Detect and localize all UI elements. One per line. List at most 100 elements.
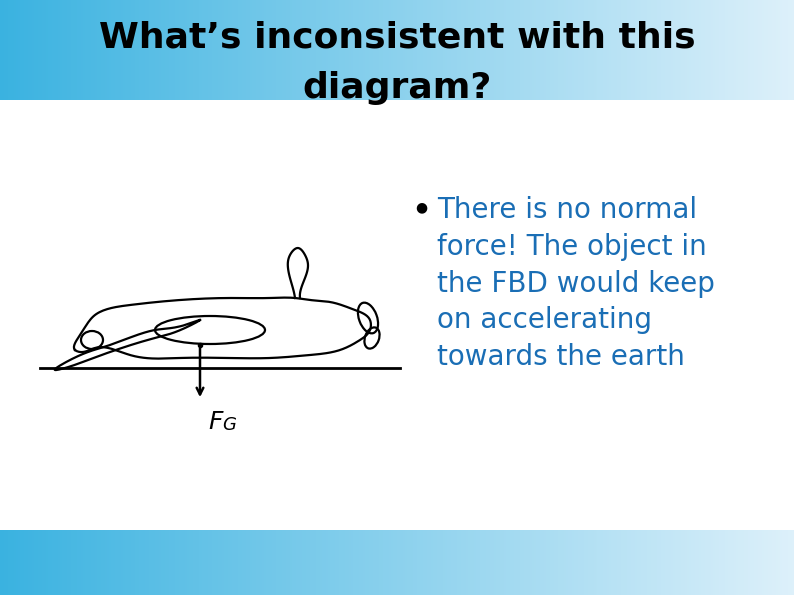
Bar	[115, 0, 118, 100]
Bar	[618, 530, 619, 595]
Bar	[326, 0, 327, 100]
Bar	[333, 0, 335, 100]
Bar	[588, 530, 589, 595]
Bar	[491, 530, 492, 595]
Bar	[252, 530, 254, 595]
Bar	[472, 0, 475, 100]
Bar	[330, 0, 332, 100]
Bar	[534, 0, 536, 100]
Bar	[322, 530, 324, 595]
Bar	[613, 0, 615, 100]
Bar	[83, 0, 86, 100]
Bar	[435, 530, 437, 595]
Bar	[175, 0, 176, 100]
Bar	[707, 530, 708, 595]
Bar	[605, 530, 607, 595]
Bar	[176, 0, 179, 100]
Bar	[278, 0, 279, 100]
Bar	[576, 0, 577, 100]
Bar	[245, 0, 246, 100]
Bar	[195, 530, 196, 595]
Bar	[337, 0, 340, 100]
Bar	[483, 530, 484, 595]
Bar	[727, 530, 729, 595]
Bar	[192, 530, 195, 595]
Bar	[41, 530, 44, 595]
Bar	[279, 0, 282, 100]
Bar	[322, 0, 324, 100]
Bar	[421, 0, 422, 100]
Bar	[310, 530, 311, 595]
Bar	[782, 0, 784, 100]
Bar	[756, 0, 758, 100]
Bar	[621, 530, 623, 595]
Bar	[581, 530, 584, 595]
Bar	[121, 0, 123, 100]
Bar	[570, 530, 572, 595]
Bar	[332, 530, 333, 595]
Bar	[401, 530, 403, 595]
Bar	[139, 530, 141, 595]
Bar	[613, 530, 615, 595]
Bar	[353, 530, 356, 595]
Bar	[294, 0, 295, 100]
Bar	[586, 530, 588, 595]
Bar	[565, 530, 568, 595]
Bar	[724, 0, 727, 100]
Bar	[433, 0, 435, 100]
Bar	[681, 530, 683, 595]
Bar	[155, 0, 156, 100]
Bar	[376, 530, 377, 595]
Bar	[123, 530, 125, 595]
Bar	[373, 0, 376, 100]
Bar	[109, 530, 111, 595]
Bar	[10, 0, 12, 100]
Bar	[515, 0, 516, 100]
Bar	[351, 530, 353, 595]
Bar	[327, 530, 330, 595]
Bar	[333, 530, 335, 595]
Bar	[95, 0, 97, 100]
Bar	[761, 530, 762, 595]
Bar	[738, 0, 740, 100]
Bar	[107, 530, 109, 595]
Bar	[699, 0, 701, 100]
Bar	[701, 0, 703, 100]
Bar	[160, 0, 163, 100]
Bar	[97, 530, 99, 595]
Bar	[750, 0, 753, 100]
Bar	[397, 0, 399, 100]
Bar	[478, 530, 480, 595]
Bar	[391, 530, 393, 595]
Bar	[746, 0, 748, 100]
Bar	[679, 530, 681, 595]
Bar	[478, 0, 480, 100]
Bar	[732, 0, 734, 100]
Bar	[405, 530, 407, 595]
Bar	[792, 0, 794, 100]
Bar	[40, 530, 41, 595]
Bar	[663, 0, 665, 100]
Bar	[419, 0, 421, 100]
Bar	[692, 0, 695, 100]
Bar	[300, 0, 302, 100]
Bar	[260, 0, 262, 100]
Bar	[414, 530, 417, 595]
Bar	[167, 530, 168, 595]
Bar	[316, 530, 318, 595]
Bar	[507, 530, 508, 595]
Bar	[586, 0, 588, 100]
Bar	[472, 530, 475, 595]
Bar	[260, 530, 262, 595]
Bar	[422, 0, 425, 100]
Bar	[258, 0, 260, 100]
Bar	[367, 530, 369, 595]
Bar	[605, 0, 607, 100]
Bar	[556, 0, 557, 100]
Bar	[476, 530, 478, 595]
Bar	[403, 530, 405, 595]
Bar	[770, 530, 772, 595]
Bar	[127, 0, 129, 100]
Bar	[762, 0, 764, 100]
Bar	[266, 530, 268, 595]
